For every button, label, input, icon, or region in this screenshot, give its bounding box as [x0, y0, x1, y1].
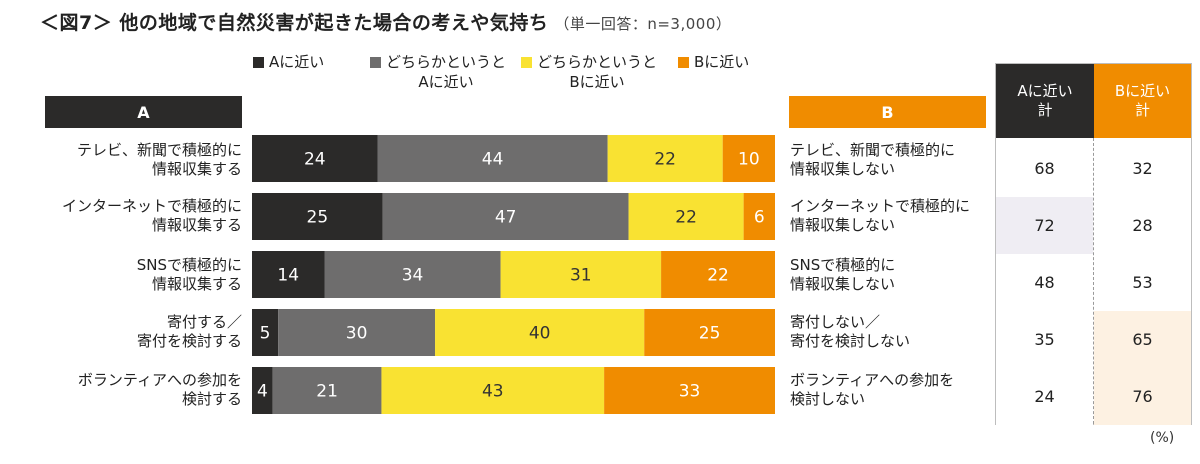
legend-swatch-rather-a	[370, 57, 381, 68]
legend-item-b: Bに近い	[678, 52, 749, 72]
legend-swatch-b	[678, 57, 689, 68]
legend-label-a: Aに近い	[269, 53, 325, 71]
summary-cell-a: 72	[996, 197, 1093, 254]
summary-cell-a: 48	[996, 254, 1093, 311]
bar-segment-rather-a	[382, 193, 629, 240]
chart-title-main: ＜図7＞ 他の地域で自然災害が起きた場合の考えや気持ち	[40, 12, 549, 34]
chart-title-note: （単一回答：n=3,000）	[554, 15, 732, 33]
row-label-a: ボランティアへの参加を 検討する	[77, 371, 242, 408]
header-a: A	[45, 96, 242, 128]
bar-segment-a	[252, 193, 383, 240]
bar-segment-rather-b	[435, 309, 645, 356]
bar-segment-rather-b	[381, 367, 605, 414]
summary-divider	[1093, 138, 1094, 424]
legend-item-rather-a: どちらかというと Aに近い	[370, 52, 506, 92]
data-label-rather-b: 22	[654, 150, 676, 170]
header-b: B	[789, 96, 986, 128]
data-label-a: 14	[277, 266, 299, 286]
summary-cell-b: 53	[1094, 254, 1191, 311]
summary-cell-b: 65	[1094, 311, 1191, 368]
summary-cell-b: 32	[1094, 140, 1191, 197]
data-label-b: 25	[699, 324, 721, 344]
bar-segment-b	[661, 251, 775, 298]
data-label-b: 22	[707, 266, 729, 286]
bar-segment-rather-b	[500, 251, 662, 298]
unit-label: (%)	[1150, 430, 1175, 446]
row-label-a: テレビ、新聞で積極的に 情報収集する	[76, 141, 242, 178]
legend-label-b: Bに近い	[694, 53, 750, 71]
data-label-rather-a: 21	[316, 382, 338, 402]
bar-segment-b	[644, 309, 775, 356]
summary-header-b: Bに近い 計	[1094, 64, 1191, 138]
chart-title: ＜図7＞ 他の地域で自然災害が起きた場合の考えや気持ち （単一回答：n=3,000…	[40, 8, 731, 35]
summary-cell-a: 68	[996, 140, 1093, 197]
data-label-rather-b: 43	[482, 382, 504, 402]
legend-label-rather-b: どちらかというと Bに近い	[537, 53, 658, 91]
data-label-rather-b: 31	[570, 266, 592, 286]
row-label-b: テレビ、新聞で積極的に 情報収集しない	[790, 141, 956, 178]
bar-segment-a	[252, 309, 279, 356]
legend-item-a: Aに近い	[253, 52, 324, 72]
data-label-rather-a: 34	[402, 266, 424, 286]
legend-swatch-a	[253, 57, 264, 68]
data-label-a: 4	[257, 382, 268, 402]
bar-segment-b	[722, 135, 775, 182]
bar-segment-rather-b	[628, 193, 744, 240]
data-label-rather-b: 22	[675, 208, 697, 228]
bar-segment-b	[743, 193, 775, 240]
data-label-a: 25	[307, 208, 329, 228]
legend-swatch-rather-b	[521, 57, 532, 68]
summary-cell-b: 76	[1094, 368, 1191, 425]
row-label-a: インターネットで積極的に 情報収集する	[61, 197, 242, 234]
row-label-a: SNSで積極的に 情報収集する	[136, 256, 242, 293]
legend-label-rather-a: どちらかというと Aに近い	[386, 53, 507, 91]
bar-segment-rather-a	[272, 367, 382, 414]
summary-table: Aに近い 計 Bに近い 計 68 32 72 28 48 53 35 65 24 76	[995, 63, 1192, 425]
row-label-a: 寄付する／ 寄付を検討する	[136, 313, 242, 350]
row-label-b: SNSで積極的に 情報収集しない	[790, 256, 896, 293]
bar-segment-a	[252, 367, 273, 414]
summary-cell-a: 24	[996, 368, 1093, 425]
data-label-a: 24	[304, 150, 326, 170]
row-label-b: インターネットで積極的に 情報収集しない	[790, 197, 971, 234]
bar-segment-a	[252, 135, 378, 182]
data-label-b: 6	[754, 208, 765, 228]
summary-cell-b: 28	[1094, 197, 1191, 254]
bar-segment-a	[252, 251, 325, 298]
legend-item-rather-b: どちらかというと Bに近い	[521, 52, 657, 92]
data-label-rather-b: 40	[529, 324, 551, 344]
data-label-rather-a: 47	[495, 208, 517, 228]
bar-segment-rather-a	[377, 135, 608, 182]
bar-segment-rather-a	[324, 251, 501, 298]
data-label-b: 10	[738, 150, 760, 170]
row-label-b: 寄付しない／ 寄付を検討しない	[790, 313, 911, 350]
bar-segment-rather-b	[607, 135, 723, 182]
bar-segment-rather-a	[278, 309, 436, 356]
data-label-a: 5	[260, 324, 271, 344]
data-label-rather-a: 30	[346, 324, 368, 344]
summary-cell-a: 35	[996, 311, 1093, 368]
bar-segment-b	[604, 367, 775, 414]
summary-header-a: Aに近い 計	[996, 64, 1094, 138]
row-label-b: ボランティアへの参加を 検討しない	[790, 371, 955, 408]
data-label-rather-a: 44	[482, 150, 504, 170]
data-label-b: 33	[679, 382, 701, 402]
